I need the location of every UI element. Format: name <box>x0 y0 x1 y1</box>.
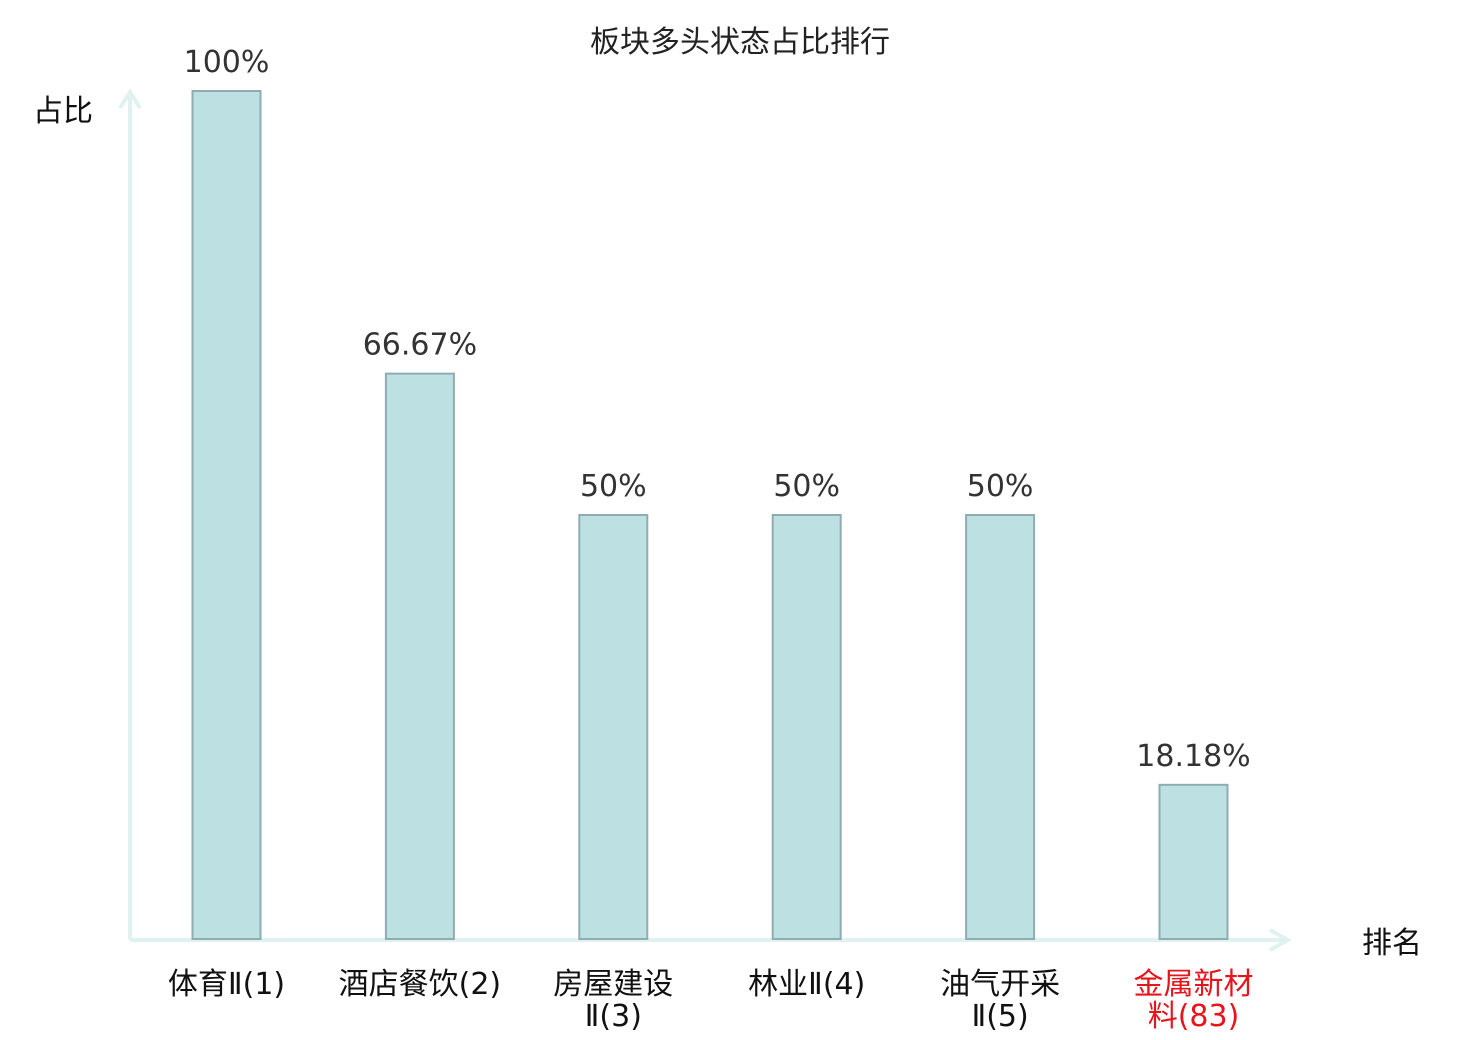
category-label-2-line-0: 房屋建设 <box>553 967 673 1002</box>
x-axis <box>130 928 1293 952</box>
category-label-5-line-0: 金属新材 <box>1134 967 1254 1002</box>
y-axis-label: 占比 <box>33 94 93 129</box>
value-labels: 100% 66.67% 50% 50% 50% 18.18% <box>184 45 1251 774</box>
category-label-4-line-0: 油气开采 <box>940 967 1060 1002</box>
x-axis-label: 排名 <box>1362 926 1422 961</box>
category-label-3: 林业Ⅱ(4) <box>748 967 865 1002</box>
bar-5 <box>1158 783 1229 941</box>
value-label-5: 18.18% <box>1136 739 1250 774</box>
bar-0 <box>191 90 262 940</box>
bar-1 <box>384 372 455 940</box>
value-label-3: 50% <box>773 469 840 504</box>
category-label-4-line-1: Ⅱ(5) <box>971 999 1028 1034</box>
bar-series <box>191 90 1229 941</box>
value-label-0: 100% <box>184 45 270 80</box>
category-label-0: 体育Ⅱ(1) <box>168 967 285 1002</box>
value-label-1: 66.67% <box>363 328 477 363</box>
category-label-5-line-1: 料(83) <box>1148 999 1240 1034</box>
category-label-1: 酒店餐饮(2) <box>339 967 502 1002</box>
value-label-2: 50% <box>580 469 647 504</box>
bar-4 <box>965 514 1036 940</box>
bar-3 <box>771 514 842 940</box>
y-axis <box>118 88 142 940</box>
value-label-4: 50% <box>967 469 1034 504</box>
bar-2 <box>578 514 649 940</box>
category-label-2-line-1: Ⅱ(3) <box>585 999 642 1034</box>
chart-title: 板块多头状态占比排行 <box>590 25 890 60</box>
